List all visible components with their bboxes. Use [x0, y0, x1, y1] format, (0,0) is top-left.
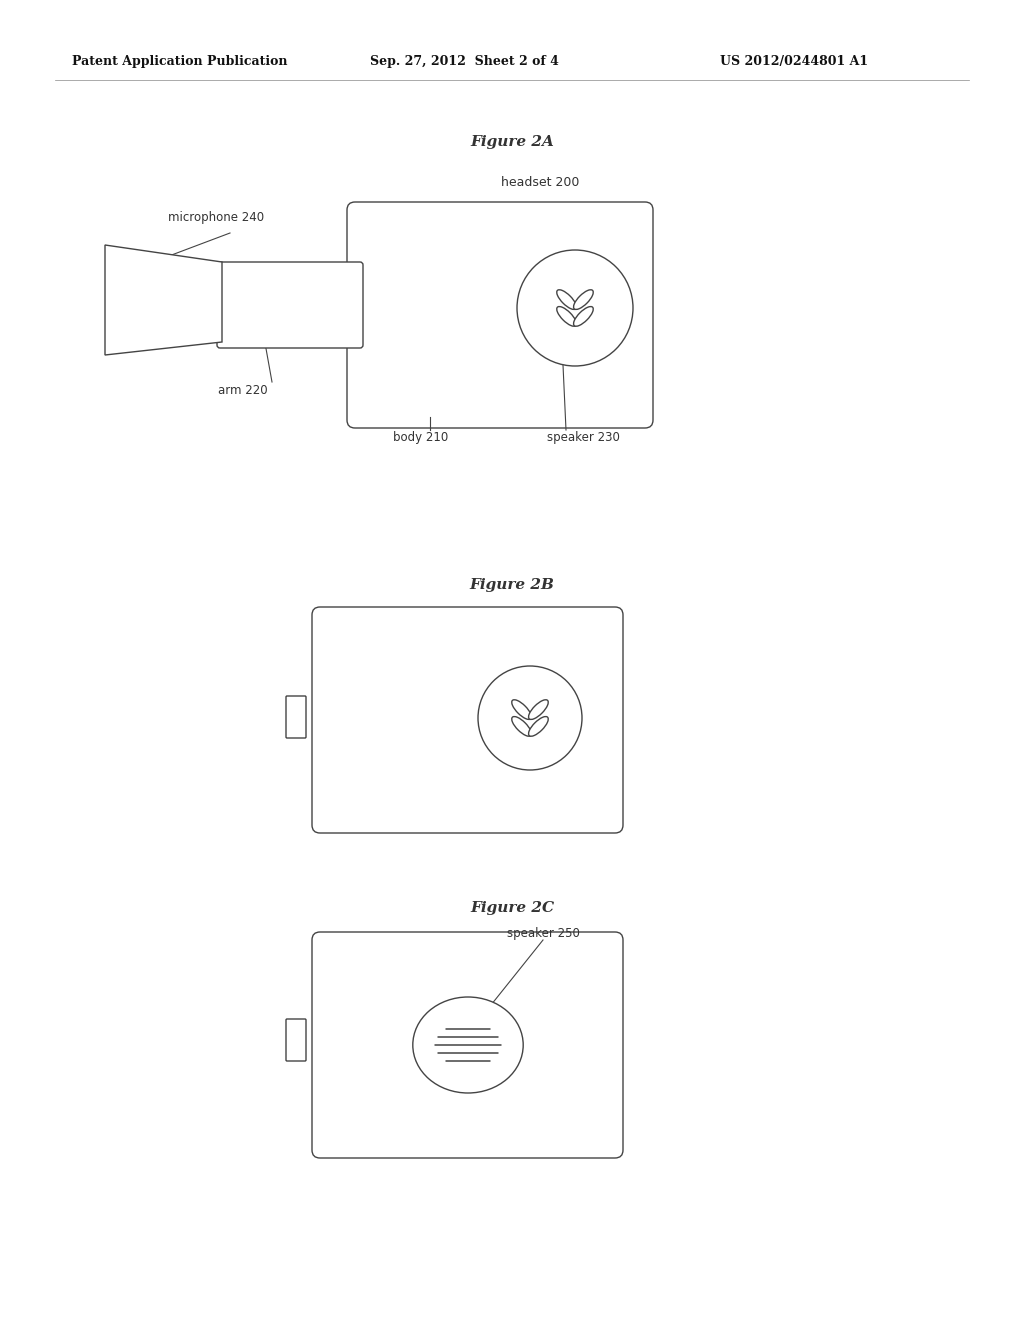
Ellipse shape — [557, 306, 577, 326]
Text: speaker 250: speaker 250 — [507, 927, 580, 940]
FancyBboxPatch shape — [347, 202, 653, 428]
Text: microphone 240: microphone 240 — [168, 211, 264, 224]
Ellipse shape — [557, 290, 577, 309]
FancyBboxPatch shape — [312, 932, 623, 1158]
FancyBboxPatch shape — [312, 607, 623, 833]
Text: speaker 230: speaker 230 — [547, 430, 620, 444]
FancyBboxPatch shape — [217, 261, 362, 348]
Text: Figure 2C: Figure 2C — [470, 902, 554, 915]
Ellipse shape — [413, 997, 523, 1093]
Ellipse shape — [528, 700, 548, 719]
Text: Patent Application Publication: Patent Application Publication — [72, 55, 288, 69]
Text: headset 200: headset 200 — [501, 177, 580, 190]
FancyBboxPatch shape — [286, 696, 306, 738]
Ellipse shape — [528, 717, 548, 737]
FancyBboxPatch shape — [286, 1019, 306, 1061]
Circle shape — [517, 249, 633, 366]
Ellipse shape — [573, 306, 593, 326]
Text: US 2012/0244801 A1: US 2012/0244801 A1 — [720, 55, 868, 69]
Text: body 210: body 210 — [393, 430, 449, 444]
Ellipse shape — [512, 717, 531, 737]
Text: Figure 2A: Figure 2A — [470, 135, 554, 149]
Text: Figure 2B: Figure 2B — [470, 578, 554, 591]
Ellipse shape — [573, 290, 593, 309]
Text: arm 220: arm 220 — [218, 384, 267, 396]
Text: Sep. 27, 2012  Sheet 2 of 4: Sep. 27, 2012 Sheet 2 of 4 — [370, 55, 559, 69]
Ellipse shape — [512, 700, 531, 719]
Circle shape — [478, 667, 582, 770]
Polygon shape — [105, 246, 222, 355]
